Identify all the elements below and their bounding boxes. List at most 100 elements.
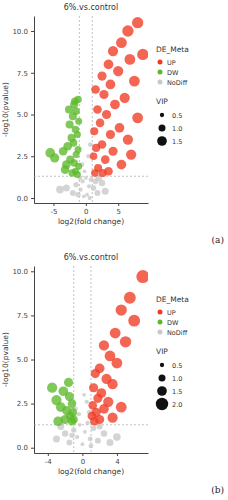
point bbox=[95, 438, 101, 444]
point bbox=[96, 119, 105, 128]
threshold-line bbox=[34, 176, 148, 177]
tick-mark bbox=[31, 271, 34, 272]
point bbox=[47, 383, 57, 393]
size-legend-marker bbox=[157, 386, 167, 396]
size-legend-marker bbox=[157, 136, 167, 146]
threshold-line bbox=[34, 424, 148, 425]
point bbox=[85, 421, 89, 425]
tick-mark bbox=[53, 203, 54, 206]
point bbox=[74, 171, 81, 178]
series bbox=[56, 142, 109, 200]
point bbox=[82, 194, 86, 198]
size-legend-marker bbox=[159, 375, 166, 382]
tick-label: -5 bbox=[50, 208, 57, 216]
point bbox=[63, 184, 70, 191]
point bbox=[126, 149, 136, 159]
point bbox=[78, 423, 82, 427]
point bbox=[120, 93, 130, 103]
point bbox=[107, 439, 114, 446]
plot-area bbox=[34, 266, 148, 453]
point bbox=[83, 169, 87, 173]
point bbox=[124, 54, 135, 65]
point bbox=[102, 188, 109, 195]
point bbox=[53, 416, 63, 426]
y-axis: 0.02.55.07.510.0 bbox=[12, 17, 34, 204]
series bbox=[47, 378, 78, 426]
size-legend-label: 1.5 bbox=[172, 388, 182, 396]
point bbox=[97, 424, 103, 430]
tick-label: 10.0 bbox=[12, 268, 28, 276]
tick-mark bbox=[31, 156, 34, 157]
point bbox=[85, 400, 89, 404]
title: 6%.vs.control bbox=[64, 253, 118, 262]
legend-label: NoDiff bbox=[167, 329, 188, 337]
legend-label: UP bbox=[167, 309, 176, 317]
size-legend-marker bbox=[160, 113, 164, 117]
figure: 6%.vs.control-5050.02.55.07.510.0log2(fo… bbox=[0, 0, 228, 500]
point bbox=[91, 426, 96, 431]
tick: -4 bbox=[45, 453, 53, 466]
tick-mark bbox=[82, 453, 83, 456]
tick: 7.5 bbox=[17, 70, 34, 78]
point bbox=[75, 118, 82, 125]
point bbox=[83, 430, 87, 434]
size-legend-title: VIP bbox=[156, 347, 168, 356]
y-axis-label: -log10(pvalue) bbox=[1, 332, 10, 387]
legend-label: NoDiff bbox=[167, 79, 188, 87]
point bbox=[99, 340, 109, 350]
tick-label: 0.0 bbox=[17, 444, 28, 452]
panel-label: (a) bbox=[212, 235, 224, 245]
point bbox=[112, 358, 123, 369]
point bbox=[137, 49, 148, 60]
tick-label: 2.5 bbox=[17, 153, 28, 161]
point bbox=[73, 182, 78, 187]
size-legend-marker bbox=[156, 398, 168, 410]
point bbox=[116, 304, 127, 315]
series bbox=[53, 393, 121, 448]
panel: 6%.vs.control-4040.02.55.07.510.0log2(fo… bbox=[1, 253, 224, 495]
point bbox=[107, 413, 117, 423]
point bbox=[132, 112, 143, 123]
point bbox=[90, 152, 98, 160]
point bbox=[61, 165, 70, 174]
point bbox=[71, 97, 79, 105]
tick-label: 7.5 bbox=[17, 312, 28, 320]
tick-label: -4 bbox=[45, 458, 53, 466]
point bbox=[69, 433, 74, 438]
plot-area bbox=[34, 16, 148, 203]
point bbox=[110, 328, 121, 339]
legend-marker bbox=[158, 310, 163, 315]
point bbox=[107, 379, 117, 389]
point bbox=[65, 105, 73, 113]
tick-label: 10.0 bbox=[12, 28, 28, 36]
size-legend-label: 1.5 bbox=[172, 138, 182, 146]
size-legend-title: VIP bbox=[156, 97, 168, 106]
tick-label: 2.5 bbox=[17, 400, 28, 408]
point bbox=[90, 127, 98, 135]
tick: 5 bbox=[116, 203, 120, 216]
size-legend-label: 0.5 bbox=[172, 362, 182, 370]
size-legend-label: 1.0 bbox=[172, 375, 182, 383]
point bbox=[75, 192, 80, 197]
panel-label: (b) bbox=[211, 485, 224, 495]
tick-mark bbox=[31, 315, 34, 316]
point bbox=[91, 169, 99, 177]
tick-mark bbox=[31, 73, 34, 74]
point bbox=[106, 130, 115, 139]
point bbox=[71, 427, 76, 432]
tick: 0.0 bbox=[17, 444, 34, 452]
point bbox=[84, 176, 88, 180]
point bbox=[53, 435, 60, 442]
point bbox=[87, 184, 91, 188]
point bbox=[116, 37, 127, 48]
tick: 5.0 bbox=[17, 356, 34, 364]
tick: -5 bbox=[50, 203, 57, 216]
tick-mark bbox=[117, 453, 118, 456]
tick: 0.0 bbox=[17, 195, 34, 203]
tick-label: 0 bbox=[84, 208, 88, 216]
point bbox=[108, 46, 118, 56]
point bbox=[88, 436, 93, 441]
point bbox=[85, 193, 89, 197]
point bbox=[78, 187, 82, 191]
point bbox=[117, 160, 127, 170]
